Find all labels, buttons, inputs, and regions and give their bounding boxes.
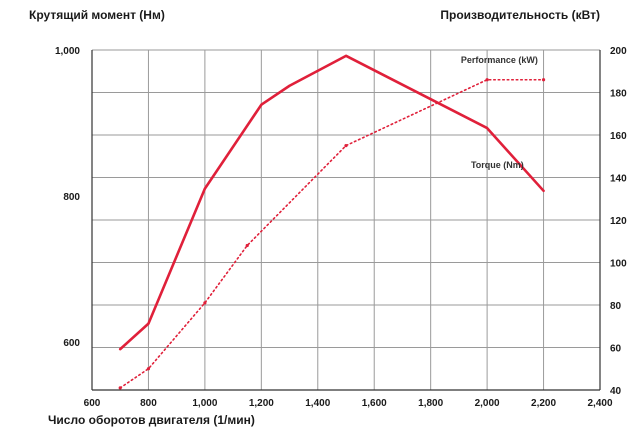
x-tick-label: 2,200 <box>531 398 556 409</box>
x-tick-label: 1,800 <box>418 398 443 409</box>
left-axis-title: Крутящий момент (Нм) <box>29 8 165 22</box>
y-right-tick-label: 200 <box>610 46 627 57</box>
torque-line <box>118 54 545 351</box>
performance-series-label: Performance (kW) <box>461 55 538 65</box>
x-tick-label: 1,000 <box>192 398 217 409</box>
y-left-tick-label: 1,000 <box>55 46 80 57</box>
y-right-tick-label: 140 <box>610 174 627 185</box>
right-axis-title: Производительность (кВт) <box>440 8 600 22</box>
performance-line <box>119 78 545 389</box>
x-tick-label: 2,400 <box>587 398 612 409</box>
y-right-tick-label: 80 <box>610 301 622 312</box>
performance-point <box>344 144 348 148</box>
y-left-tick-label: 600 <box>63 338 80 349</box>
y-right-tick-label: 100 <box>610 259 627 270</box>
y-right-tick-label: 40 <box>610 386 622 397</box>
x-tick-label: 800 <box>140 398 157 409</box>
x-tick-label: 1,200 <box>249 398 274 409</box>
torque-series-label: Torque (Nm) <box>471 160 524 170</box>
performance-point <box>485 78 489 82</box>
performance-point <box>245 243 249 248</box>
x-axis-title: Число оборотов двигателя (1/мин) <box>48 413 255 427</box>
y-right-tick-label: 120 <box>610 216 627 227</box>
y-right-tick-label: 180 <box>610 89 627 100</box>
x-tick-label: 600 <box>84 398 101 409</box>
performance-point <box>146 367 151 371</box>
y-right-tick-label: 60 <box>610 344 622 355</box>
x-tick-label: 1,400 <box>305 398 330 409</box>
performance-point <box>541 78 546 82</box>
x-tick-label: 1,600 <box>362 398 387 409</box>
performance-point <box>203 301 207 305</box>
performance-point <box>118 386 122 390</box>
y-left-tick-label: 800 <box>63 192 80 203</box>
x-tick-label: 2,000 <box>475 398 500 409</box>
y-right-tick-label: 160 <box>610 131 627 142</box>
